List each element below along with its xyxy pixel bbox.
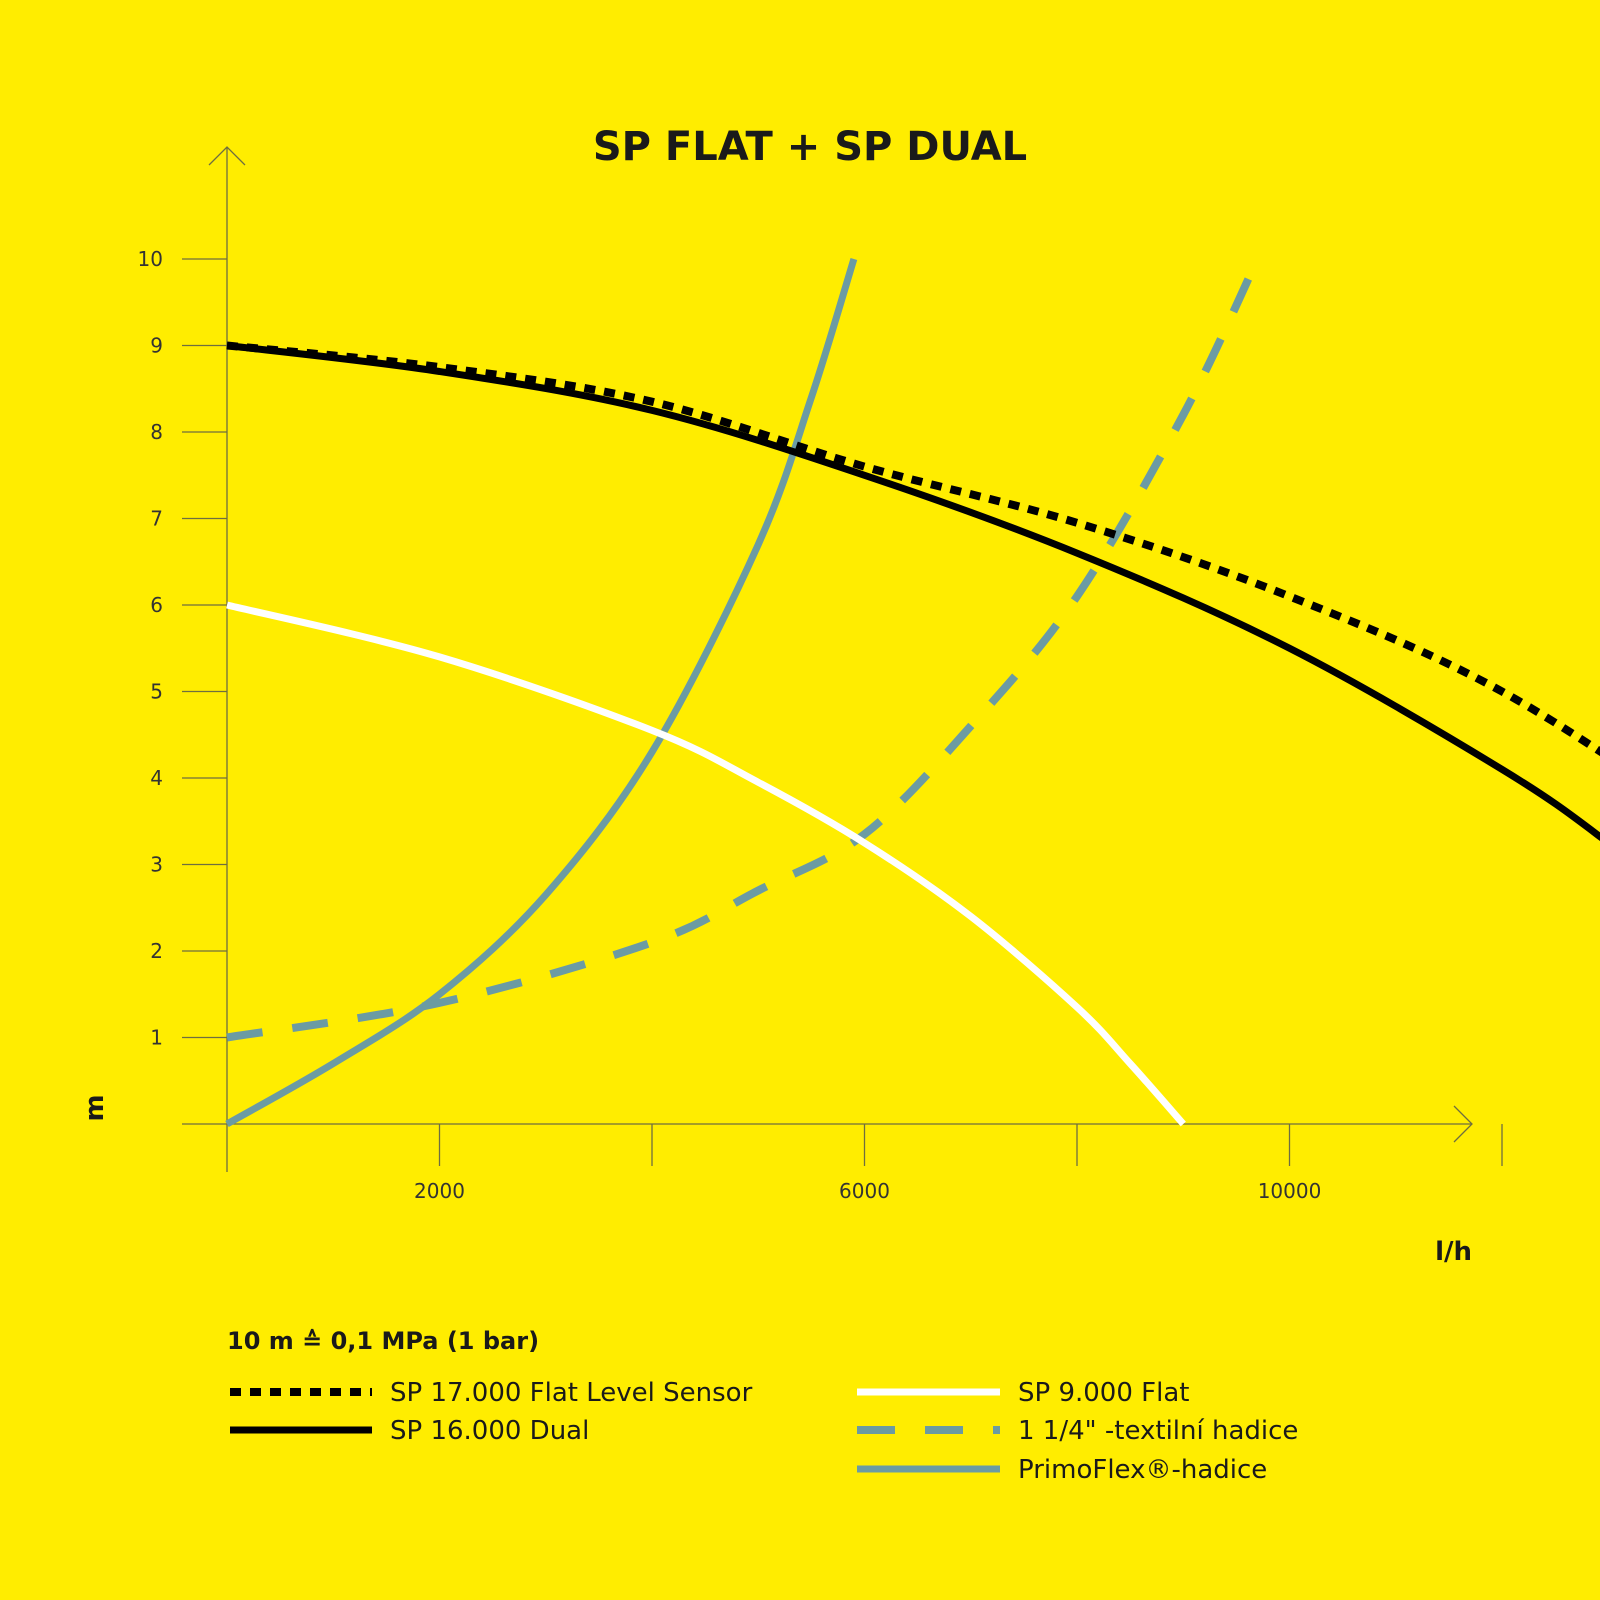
y-tick-label: 9 [150, 334, 163, 358]
y-tick-label: 3 [150, 853, 163, 877]
y-tick-label: 8 [150, 420, 163, 444]
y-tick-label: 4 [150, 766, 163, 790]
x-axis-arrow [1453, 1105, 1473, 1143]
y-tick-label: 6 [150, 593, 163, 617]
y-tick-label: 2 [150, 939, 163, 963]
legend-label-3: 1 1/4" -textilní hadice [1018, 1416, 1298, 1446]
y-tick-label: 7 [150, 507, 163, 531]
x-tick-label: 6000 [839, 1179, 890, 1203]
legend: SP 17.000 Flat Level Sensor SP 16.000 Dua… [230, 1378, 1298, 1485]
legend-label-4: PrimoFlex®-hadice [1018, 1455, 1267, 1485]
legend-label-0: SP 17.000 Flat Level Sensor [390, 1378, 753, 1408]
y-axis-arrow [208, 146, 246, 166]
y-tick-label: 1 [150, 1026, 163, 1050]
series-line-3 [226, 257, 1262, 1042]
series-line-4 [225, 257, 858, 1128]
legend-label-1: SP 16.000 Dual [390, 1416, 589, 1446]
series-line-1 [226, 342, 1600, 842]
chart-title: SP FLAT + SP DUAL [593, 124, 1027, 170]
series-layer [225, 257, 1600, 1128]
x-axis-label: l/h [1435, 1237, 1472, 1267]
y-tick-label: 10 [138, 247, 163, 271]
y-axis-label: m [80, 1094, 110, 1121]
series-line-2 [226, 601, 1186, 1127]
y-tick-label: 5 [150, 680, 163, 704]
x-tick-label: 10000 [1258, 1179, 1322, 1203]
pressure-note: 10 m ≙ 0,1 MPa (1 bar) [227, 1327, 539, 1355]
axes: 123456789102000600010000140001800022000 [138, 146, 1503, 1203]
x-tick-label: 2000 [414, 1179, 465, 1203]
series-line-0 [226, 341, 1600, 757]
legend-label-2: SP 9.000 Flat [1018, 1378, 1189, 1408]
